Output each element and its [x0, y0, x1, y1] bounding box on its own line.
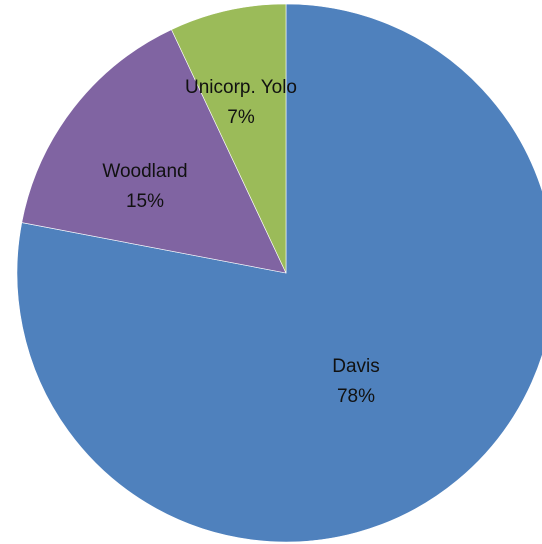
- pie-labels: Davis 78% Woodland 15% Unicorp. Yolo 7%: [102, 77, 379, 407]
- data-label-davis: Davis 78%: [332, 356, 380, 407]
- pie-slices: [16, 3, 542, 543]
- pie-slice-woodland: [21, 29, 287, 274]
- data-label-percent: 7%: [227, 107, 255, 128]
- data-label-category: Woodland: [102, 161, 187, 182]
- data-label-category: Davis: [332, 356, 380, 377]
- data-label-unicorp-yolo: Unicorp. Yolo 7%: [185, 77, 297, 128]
- pie-slice-davis: [16, 3, 542, 543]
- data-label-woodland: Woodland 15%: [102, 161, 187, 212]
- data-label-percent: 15%: [126, 191, 164, 212]
- data-label-percent: 78%: [337, 386, 375, 407]
- data-label-category: Unicorp. Yolo: [185, 77, 297, 98]
- pie-slice-unicorp-yolo: [171, 3, 287, 274]
